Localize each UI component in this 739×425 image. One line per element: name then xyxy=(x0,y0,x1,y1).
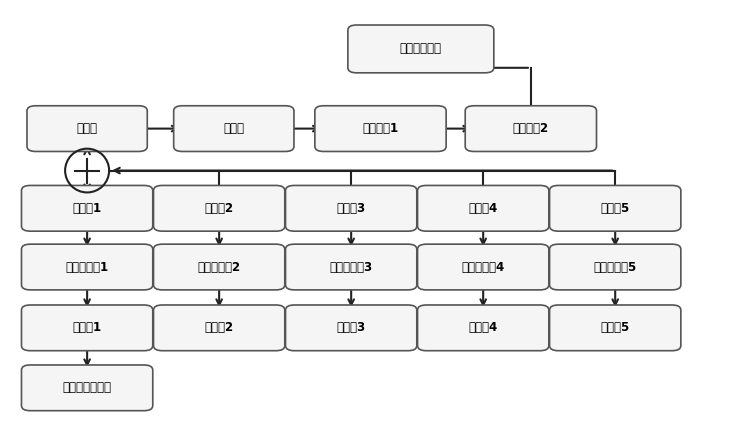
Text: 卷积层4: 卷积层4 xyxy=(469,321,498,334)
Text: 卷积层2: 卷积层2 xyxy=(205,321,234,334)
FancyBboxPatch shape xyxy=(174,106,294,151)
FancyBboxPatch shape xyxy=(418,305,549,351)
FancyBboxPatch shape xyxy=(21,365,153,411)
FancyBboxPatch shape xyxy=(418,185,549,231)
Text: 展平层5: 展平层5 xyxy=(601,202,630,215)
FancyBboxPatch shape xyxy=(418,244,549,290)
FancyBboxPatch shape xyxy=(315,106,446,151)
Text: 展平层3: 展平层3 xyxy=(336,202,366,215)
Text: 全连接层2: 全连接层2 xyxy=(513,122,549,135)
Text: 最终输出结果: 最终输出结果 xyxy=(400,42,442,55)
Text: 卷积层5: 卷积层5 xyxy=(601,321,630,334)
Text: 传感器采集数据: 传感器采集数据 xyxy=(63,381,112,394)
FancyBboxPatch shape xyxy=(154,185,285,231)
FancyBboxPatch shape xyxy=(466,106,596,151)
FancyBboxPatch shape xyxy=(154,305,285,351)
FancyBboxPatch shape xyxy=(154,244,285,290)
FancyBboxPatch shape xyxy=(550,305,681,351)
FancyBboxPatch shape xyxy=(285,305,417,351)
Text: 展平层1: 展平层1 xyxy=(72,202,102,215)
FancyBboxPatch shape xyxy=(550,185,681,231)
FancyBboxPatch shape xyxy=(550,244,681,290)
Text: 全连接层1: 全连接层1 xyxy=(362,122,398,135)
Text: 展平层2: 展平层2 xyxy=(205,202,234,215)
FancyBboxPatch shape xyxy=(285,244,417,290)
FancyBboxPatch shape xyxy=(285,185,417,231)
Text: 丢弃层: 丢弃层 xyxy=(223,122,245,135)
Text: 最大池化层1: 最大池化层1 xyxy=(66,261,109,274)
FancyBboxPatch shape xyxy=(21,185,153,231)
FancyBboxPatch shape xyxy=(21,244,153,290)
Text: 最大池化层5: 最大池化层5 xyxy=(593,261,637,274)
Text: 展平层4: 展平层4 xyxy=(469,202,498,215)
FancyBboxPatch shape xyxy=(348,25,494,73)
Text: 卷积层1: 卷积层1 xyxy=(72,321,102,334)
FancyBboxPatch shape xyxy=(21,305,153,351)
Text: 卷积层3: 卷积层3 xyxy=(336,321,366,334)
Text: 最大池化层4: 最大池化层4 xyxy=(462,261,505,274)
Text: 最大池化层3: 最大池化层3 xyxy=(330,261,372,274)
Text: 最大池化层2: 最大池化层2 xyxy=(197,261,241,274)
Text: 拼接层: 拼接层 xyxy=(77,122,98,135)
FancyBboxPatch shape xyxy=(27,106,147,151)
